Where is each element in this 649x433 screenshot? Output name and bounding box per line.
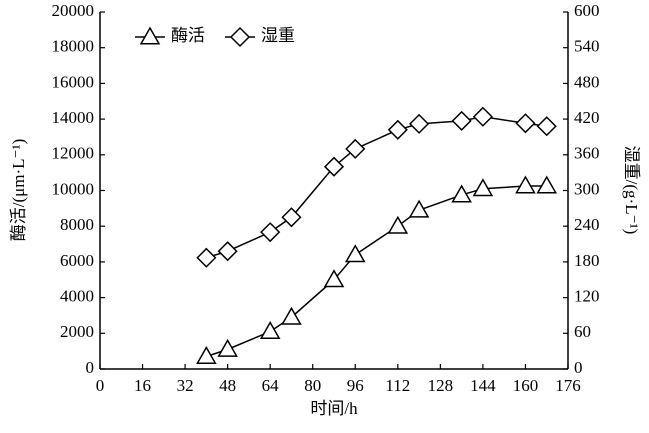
y2-tick-label: 60 (574, 322, 591, 341)
y-tick-label: 0 (86, 358, 95, 377)
y-tick-label: 16000 (52, 72, 95, 91)
x-tick-label: 176 (555, 376, 581, 395)
x-tick-label: 128 (428, 376, 454, 395)
marker (281, 306, 302, 325)
marker (196, 247, 217, 268)
y2-tick-label: 0 (574, 358, 583, 377)
y2-tick-label: 120 (574, 287, 600, 306)
y2-tick-label: 420 (574, 108, 600, 127)
y2-tick-label: 480 (574, 72, 600, 91)
y-axis-label: 酶活/(μm·L⁻¹) (9, 139, 28, 242)
y2-axis-label: 湿重/(g·L⁻¹) (622, 146, 641, 235)
y2-tick-label: 300 (574, 179, 600, 198)
x-tick-label: 0 (96, 376, 105, 395)
y-tick-label: 2000 (60, 322, 94, 341)
marker (196, 345, 217, 365)
y2-tick-label: 240 (574, 215, 600, 234)
x-tick-label: 48 (219, 376, 236, 395)
x-tick-label: 112 (385, 376, 410, 395)
legend-marker (139, 26, 161, 45)
x-tick-label: 96 (347, 376, 364, 395)
marker (515, 175, 536, 194)
marker (472, 106, 493, 127)
marker (387, 215, 409, 234)
marker (387, 119, 408, 140)
marker (472, 178, 494, 197)
y-tick-label: 4000 (60, 287, 94, 306)
marker (408, 199, 430, 218)
x-tick-label: 16 (134, 376, 151, 395)
marker (217, 338, 238, 357)
marker (409, 113, 430, 134)
x-tick-label: 64 (262, 376, 280, 395)
marker (344, 244, 366, 263)
y2-tick-label: 540 (574, 37, 600, 56)
marker (259, 321, 281, 340)
marker (260, 222, 281, 243)
legend-marker (229, 26, 251, 48)
x-tick-label: 160 (513, 376, 539, 395)
marker (451, 184, 472, 203)
y-tick-label: 10000 (52, 179, 95, 198)
y-tick-label: 8000 (60, 215, 94, 234)
legend-label: 湿重 (261, 26, 295, 45)
y-tick-label: 14000 (52, 108, 95, 127)
y-tick-label: 6000 (60, 251, 94, 270)
series-line (206, 185, 547, 358)
marker (281, 207, 302, 228)
x-tick-label: 144 (470, 376, 496, 395)
x-tick-label: 80 (304, 376, 321, 395)
marker (345, 138, 366, 159)
marker (323, 269, 345, 288)
marker (536, 175, 558, 194)
y-tick-label: 18000 (52, 37, 95, 56)
y2-tick-label: 360 (574, 144, 600, 163)
marker (515, 113, 536, 134)
marker (323, 156, 345, 177)
marker (217, 241, 238, 262)
legend-label: 酶活 (171, 26, 205, 45)
y2-tick-label: 600 (574, 1, 600, 20)
y-tick-label: 12000 (52, 144, 95, 163)
y-tick-label: 20000 (52, 1, 95, 20)
x-axis-label: 时间/h (310, 399, 358, 418)
marker (451, 110, 472, 131)
x-tick-label: 32 (177, 376, 194, 395)
y2-tick-label: 180 (574, 251, 600, 270)
marker (536, 116, 557, 137)
